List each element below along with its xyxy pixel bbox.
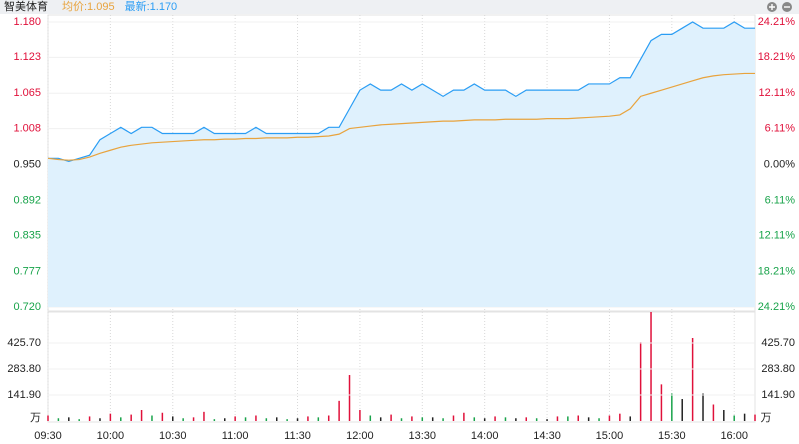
x-tick-label: 10:00	[97, 430, 125, 442]
legend-text: 最新:1.170	[125, 0, 178, 13]
y-tick-label: 0.835	[13, 230, 41, 242]
y2-tick-label: 12.11%	[759, 87, 796, 99]
volume-unit: 万	[30, 412, 41, 424]
x-tick-label: 14:30	[533, 430, 561, 442]
x-tick-label: 16:00	[720, 430, 748, 442]
y-tick-label: 1.123	[13, 51, 41, 63]
volume-tick-label: 283.80	[7, 363, 41, 375]
header-bar	[0, 0, 799, 14]
x-tick-label: 09:30	[34, 430, 62, 442]
y-tick-label: 0.950	[13, 158, 41, 170]
x-tick-label: 14:00	[471, 430, 499, 442]
x-tick-label: 13:30	[409, 430, 437, 442]
price-line	[48, 21, 755, 163]
y2-tick-label: 24.21%	[758, 301, 796, 313]
y-tick-label: 0.720	[13, 301, 41, 313]
y2-tick-label: 6.11%	[765, 122, 796, 134]
volume-unit-right: 万	[761, 412, 772, 424]
y2-tick-label: 24.21%	[758, 16, 796, 28]
y2-tick-label: 18.21%	[758, 51, 796, 63]
volume-tick-label: 141.90	[7, 389, 41, 401]
x-tick-label: 11:00	[222, 430, 249, 442]
volume-tick-label-right: 283.80	[761, 363, 795, 375]
y-tick-label: 0.892	[13, 194, 41, 206]
volume-frame	[47, 311, 756, 423]
stock-name: 智美体育	[4, 0, 48, 13]
y-tick-label: 0.777	[13, 266, 41, 278]
volume-tick-label: 425.70	[7, 337, 41, 349]
y2-tick-label: 18.21%	[758, 266, 796, 278]
legend-text: 均价:1.095	[62, 0, 115, 13]
x-tick-label: 10:30	[159, 430, 187, 442]
x-tick-label: 15:30	[658, 430, 686, 442]
y2-tick-label: 0.00%	[764, 158, 795, 170]
average-line	[47, 72, 755, 161]
y-tick-label: 1.180	[13, 16, 41, 28]
volume-tick-label-right: 425.70	[761, 337, 795, 349]
x-tick-label: 15:00	[596, 430, 624, 442]
zoom-in[interactable]	[767, 2, 777, 12]
x-tick-label: 11:30	[284, 430, 311, 442]
y2-tick-label: 12.11%	[759, 230, 796, 242]
x-tick-label: 12:00	[346, 430, 374, 442]
price-area	[48, 22, 755, 307]
y2-tick-label: 6.11%	[765, 194, 796, 206]
y-tick-label: 1.008	[13, 122, 41, 134]
y-tick-label: 1.065	[13, 87, 41, 99]
volume-tick-label-right: 141.90	[761, 389, 795, 401]
zoom-out[interactable]	[782, 2, 792, 12]
